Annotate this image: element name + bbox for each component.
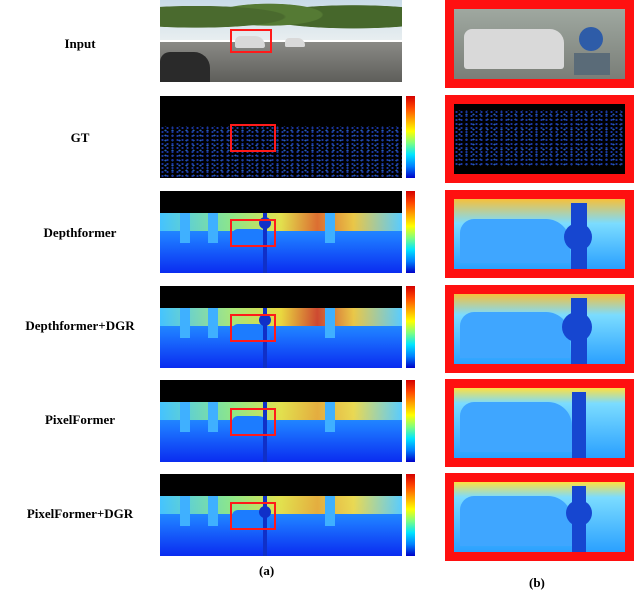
highlight-box [230, 124, 276, 152]
input-image [160, 0, 402, 82]
colorbar [406, 191, 415, 273]
highlight-box [230, 408, 276, 436]
pixelformer-zoom [445, 379, 634, 467]
caption-b: (b) [529, 575, 545, 590]
row-label-pixelformer: PixelFormer [44, 412, 115, 427]
gt-zoom [445, 95, 634, 183]
colorbar [406, 96, 415, 178]
caption-a: (a) [259, 563, 275, 578]
input-zoom [445, 0, 634, 88]
pixelformer-dgr-depth-map [160, 474, 402, 556]
gt-depth-map [160, 96, 402, 178]
depthformer-dgr-zoom [445, 285, 634, 373]
row-label-gt: GT [70, 130, 90, 145]
row-label-pixelformer-dgr: PixelFormer+DGR [26, 506, 134, 521]
highlight-box [230, 314, 276, 342]
highlight-box [230, 502, 276, 530]
colorbar [406, 474, 415, 556]
row-label-depthformer: Depthformer [43, 225, 117, 240]
pixelformer-depth-map [160, 380, 402, 462]
depthformer-dgr-depth-map [160, 286, 402, 368]
pixelformer-dgr-zoom [445, 473, 634, 561]
highlight-box [230, 29, 272, 53]
row-label-input: Input [64, 36, 96, 51]
depthformer-zoom [445, 190, 634, 278]
row-label-depthformer-dgr: Depthformer+DGR [25, 318, 135, 333]
highlight-box [230, 219, 276, 247]
colorbar [406, 380, 415, 462]
depthformer-depth-map [160, 191, 402, 273]
colorbar [406, 286, 415, 368]
